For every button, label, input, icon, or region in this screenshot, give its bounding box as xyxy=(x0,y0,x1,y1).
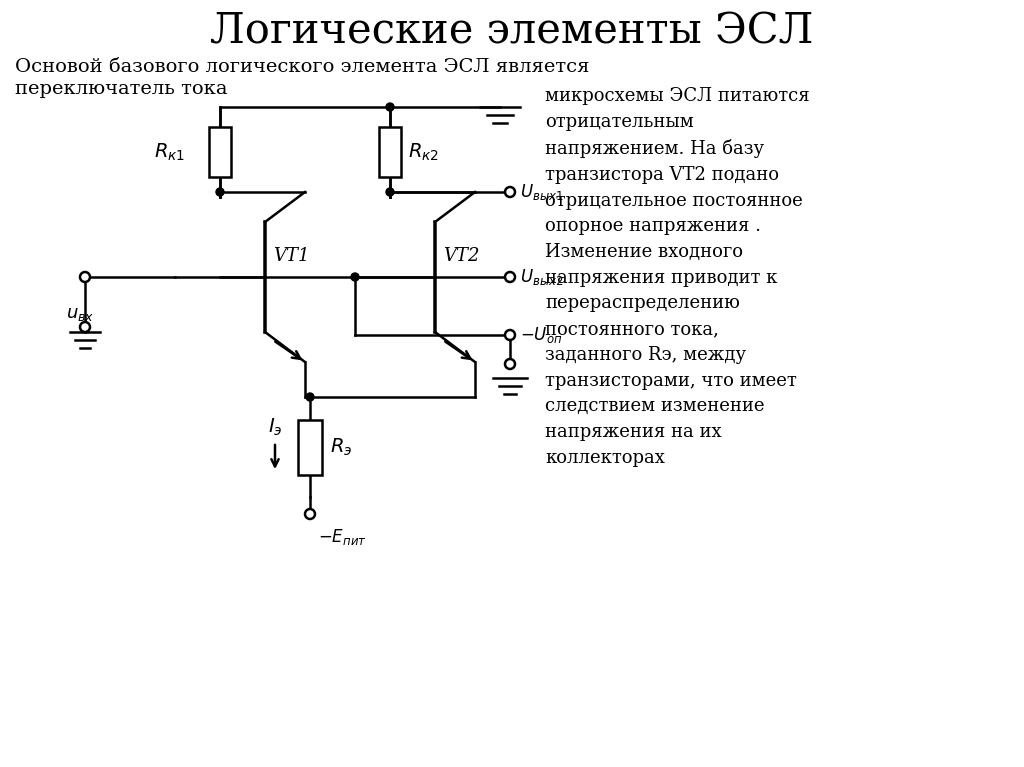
Text: VT2: VT2 xyxy=(443,247,479,265)
Text: $u_{вх}$: $u_{вх}$ xyxy=(66,305,94,323)
Bar xyxy=(209,127,231,176)
Text: VT1: VT1 xyxy=(273,247,309,265)
Circle shape xyxy=(386,188,394,196)
Circle shape xyxy=(505,330,515,340)
Circle shape xyxy=(351,273,359,281)
Circle shape xyxy=(305,509,315,519)
Text: Логические элементы ЭСЛ: Логические элементы ЭСЛ xyxy=(210,11,814,53)
Text: $-E_{пит}$: $-E_{пит}$ xyxy=(318,527,367,547)
Circle shape xyxy=(505,187,515,197)
Text: $R_{э}$: $R_{э}$ xyxy=(330,436,352,458)
Text: $-U_{оп}$: $-U_{оп}$ xyxy=(520,325,562,345)
Text: $U_{вых2}$: $U_{вых2}$ xyxy=(520,267,563,287)
Text: $I_{э}$: $I_{э}$ xyxy=(267,416,283,438)
Text: $R_{к2}$: $R_{к2}$ xyxy=(408,141,439,163)
Circle shape xyxy=(80,272,90,282)
Text: микросхемы ЭСЛ питаются
отрицательным
напряжением. На базу
транзистора VT2 подан: микросхемы ЭСЛ питаются отрицательным на… xyxy=(545,87,810,466)
Circle shape xyxy=(80,322,90,332)
Circle shape xyxy=(505,272,515,282)
Text: $R_{к1}$: $R_{к1}$ xyxy=(154,141,185,163)
Circle shape xyxy=(386,103,394,111)
Circle shape xyxy=(216,188,224,196)
Circle shape xyxy=(306,393,314,401)
Circle shape xyxy=(505,359,515,369)
Text: $U_{вых1}$: $U_{вых1}$ xyxy=(520,182,563,202)
Bar xyxy=(298,420,322,475)
Text: Основой базового логического элемента ЭСЛ является: Основой базового логического элемента ЭС… xyxy=(15,58,590,76)
Text: переключатель тока: переключатель тока xyxy=(15,80,227,98)
Bar xyxy=(379,127,401,176)
